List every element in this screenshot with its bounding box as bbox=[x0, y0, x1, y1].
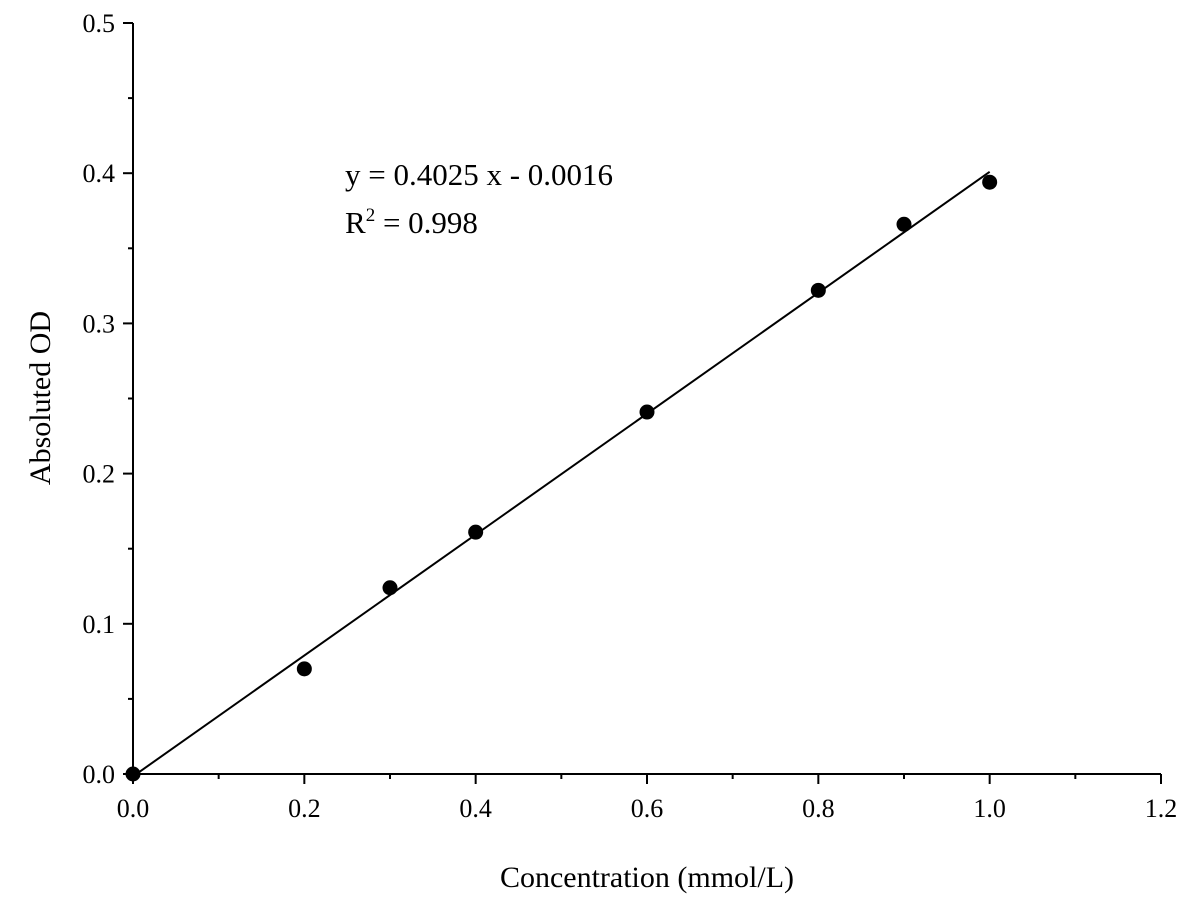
r-base: R bbox=[345, 205, 366, 240]
x-tick-label: 0.4 bbox=[459, 794, 492, 823]
x-axis-title: Concentration (mmol/L) bbox=[500, 861, 794, 894]
fit-line bbox=[132, 171, 991, 778]
data-point bbox=[896, 216, 912, 232]
data-point bbox=[125, 766, 141, 782]
x-tick-label: 0.2 bbox=[288, 794, 321, 823]
y-tick-label: 0.5 bbox=[83, 9, 116, 38]
x-tick-label: 0.6 bbox=[631, 794, 664, 823]
r-squared: R2 = 0.998 bbox=[345, 205, 478, 240]
y-axis-title: Absoluted OD bbox=[24, 311, 57, 485]
y-tick-label: 0.1 bbox=[83, 610, 116, 639]
data-point bbox=[382, 580, 398, 596]
data-point bbox=[982, 174, 998, 190]
data-point bbox=[296, 661, 312, 677]
data-point bbox=[468, 524, 484, 540]
x-tick-label: 0.0 bbox=[117, 794, 150, 823]
y-tick-label: 0.2 bbox=[83, 460, 116, 489]
x-tick-label: 1.2 bbox=[1145, 794, 1178, 823]
x-tick-label: 1.0 bbox=[973, 794, 1006, 823]
y-tick-label: 0.0 bbox=[83, 760, 116, 789]
data-point bbox=[639, 404, 655, 420]
y-tick-label: 0.3 bbox=[83, 309, 116, 338]
r-rest: = 0.998 bbox=[375, 205, 478, 240]
data-point bbox=[810, 282, 826, 298]
r-sup: 2 bbox=[366, 205, 376, 226]
equation: y = 0.4025 x - 0.0016 bbox=[345, 157, 613, 192]
y-tick-label: 0.4 bbox=[83, 159, 116, 188]
x-tick-label: 0.8 bbox=[802, 794, 835, 823]
